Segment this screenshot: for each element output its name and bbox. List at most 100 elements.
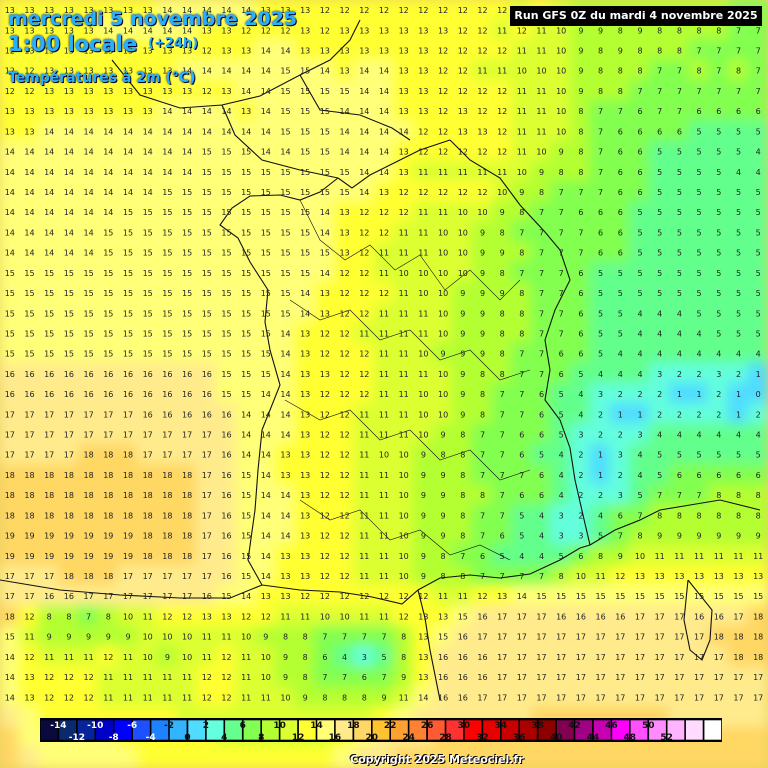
grid-value: 15 bbox=[300, 127, 310, 136]
grid-value: 15 bbox=[320, 87, 330, 96]
grid-value: 11 bbox=[399, 431, 409, 440]
field-cell bbox=[432, 463, 454, 486]
grid-value: 3 bbox=[716, 370, 721, 379]
grid-value: 7 bbox=[519, 471, 524, 480]
field-cell bbox=[491, 59, 513, 82]
field-cell bbox=[0, 221, 21, 244]
grid-value: 17 bbox=[556, 633, 566, 642]
field-cell bbox=[648, 120, 671, 143]
grid-value: 13 bbox=[221, 612, 231, 621]
field-cell bbox=[235, 484, 257, 507]
field-cell bbox=[314, 302, 336, 325]
grid-value: 13 bbox=[143, 107, 153, 116]
grid-value: 5 bbox=[637, 208, 642, 217]
field-cell bbox=[688, 383, 710, 406]
grid-value: 17 bbox=[202, 471, 212, 480]
grid-value: 10 bbox=[438, 269, 448, 278]
field-cell bbox=[255, 140, 277, 163]
field-cell bbox=[274, 100, 297, 123]
grid-value: 10 bbox=[320, 612, 330, 621]
field-cell bbox=[117, 443, 139, 466]
field-cell bbox=[97, 463, 120, 486]
grid-value: 16 bbox=[64, 370, 74, 379]
grid-value: 12 bbox=[438, 6, 448, 15]
grid-value: 16 bbox=[202, 370, 212, 379]
field-cell bbox=[668, 241, 691, 264]
grid-value: 13 bbox=[280, 471, 290, 480]
grid-value: 9 bbox=[401, 673, 406, 682]
legend-label-top: 26 bbox=[421, 721, 434, 731]
grid-value: 14 bbox=[123, 188, 133, 197]
field-cell bbox=[392, 342, 415, 365]
legend-label-top: 22 bbox=[384, 721, 397, 731]
field-cell bbox=[471, 362, 494, 385]
grid-value: 15 bbox=[241, 511, 251, 520]
grid-value: 12 bbox=[359, 309, 369, 318]
grid-value: 10 bbox=[438, 309, 448, 318]
grid-value: 17 bbox=[556, 653, 566, 662]
grid-value: 16 bbox=[64, 592, 74, 601]
field-cell bbox=[255, 463, 277, 486]
legend-label-bottom: 0 bbox=[184, 733, 190, 742]
grid-value: 12 bbox=[497, 6, 507, 15]
grid-value: 13 bbox=[300, 47, 310, 56]
grid-value: 6 bbox=[736, 471, 741, 480]
grid-value: 7 bbox=[618, 532, 623, 541]
field-cell bbox=[629, 221, 651, 244]
field-cell bbox=[530, 504, 553, 527]
grid-value: 12 bbox=[379, 6, 389, 15]
field-cell bbox=[117, 261, 139, 284]
grid-value: 15 bbox=[300, 148, 310, 157]
field-cell bbox=[18, 524, 41, 547]
field-cell bbox=[117, 484, 139, 507]
field-cell bbox=[412, 322, 435, 345]
field-cell bbox=[609, 120, 632, 143]
field-cell bbox=[727, 100, 750, 123]
field-cell bbox=[589, 403, 612, 426]
field-cell bbox=[97, 120, 120, 143]
grid-value: 15 bbox=[261, 269, 271, 278]
field-cell bbox=[451, 504, 474, 527]
field-cell bbox=[629, 302, 651, 325]
grid-value: 13 bbox=[143, 87, 153, 96]
grid-value: 7 bbox=[539, 208, 544, 217]
grid-value: 15 bbox=[261, 188, 271, 197]
field-cell bbox=[648, 79, 671, 102]
grid-value: 10 bbox=[438, 249, 448, 258]
grid-value: 15 bbox=[143, 330, 153, 339]
grid-value: 10 bbox=[399, 269, 409, 278]
grid-value: 14 bbox=[103, 127, 113, 136]
grid-value: 14 bbox=[24, 228, 34, 237]
field-cell bbox=[373, 0, 395, 22]
grid-value: 2 bbox=[578, 511, 583, 520]
grid-value: 12 bbox=[320, 431, 330, 440]
grid-value: 7 bbox=[519, 269, 524, 278]
field-cell bbox=[333, 160, 356, 183]
grid-value: 11 bbox=[458, 592, 468, 601]
field-cell bbox=[215, 281, 238, 305]
grid-value: 14 bbox=[241, 87, 251, 96]
grid-value: 15 bbox=[280, 249, 290, 258]
field-cell bbox=[117, 19, 139, 42]
grid-value: 15 bbox=[123, 269, 133, 278]
field-cell bbox=[117, 59, 139, 82]
grid-value: 5 bbox=[677, 148, 682, 157]
field-cell bbox=[648, 59, 671, 82]
field-cell bbox=[412, 160, 435, 183]
grid-value: 14 bbox=[300, 309, 310, 318]
grid-value: 15 bbox=[143, 309, 153, 318]
grid-value: 12 bbox=[379, 208, 389, 217]
field-cell bbox=[530, 79, 553, 102]
field-cell bbox=[294, 221, 317, 244]
grid-value: 10 bbox=[438, 330, 448, 339]
grid-value: 7 bbox=[342, 633, 347, 642]
field-cell bbox=[136, 362, 159, 385]
grid-value: 12 bbox=[340, 390, 350, 399]
grid-value: 6 bbox=[578, 552, 583, 561]
field-cell bbox=[747, 443, 768, 466]
field-cell bbox=[589, 39, 612, 62]
field-cell bbox=[156, 120, 179, 143]
grid-value: 5 bbox=[716, 168, 721, 177]
field-cell bbox=[235, 221, 257, 244]
grid-value: 16 bbox=[458, 693, 468, 702]
